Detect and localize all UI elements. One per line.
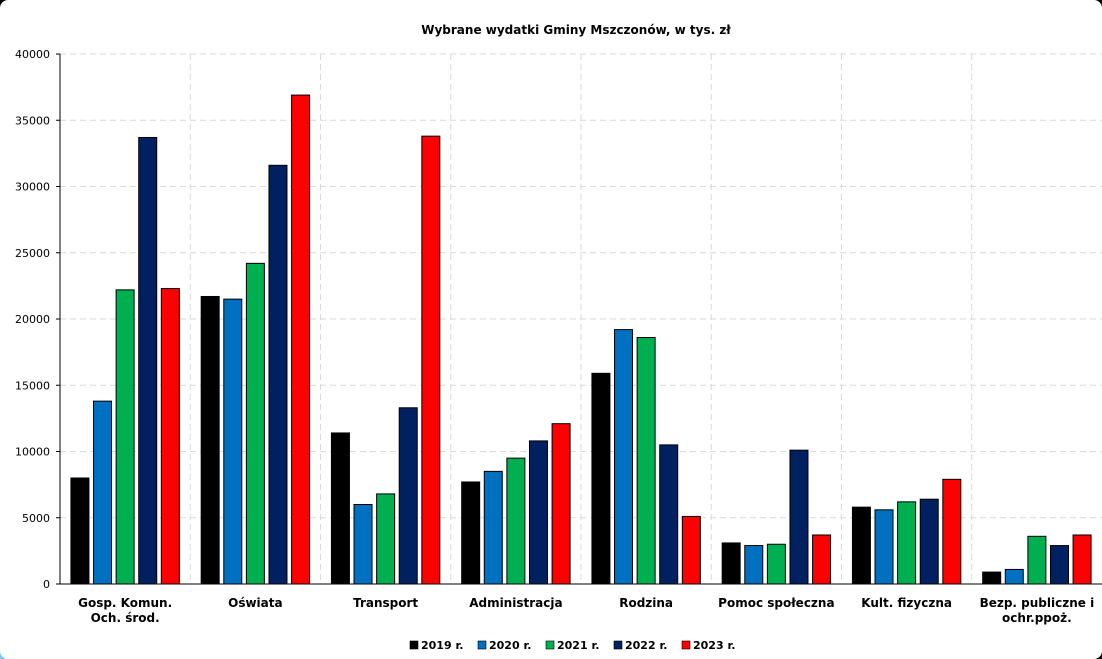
- bar: [591, 372, 611, 585]
- bar: [614, 329, 634, 585]
- bar: [789, 449, 809, 585]
- bar: [919, 498, 939, 585]
- bar: [636, 337, 656, 585]
- bar: [1049, 545, 1069, 585]
- x-tick-label: Oświata: [228, 596, 282, 610]
- bar: [398, 407, 418, 585]
- legend[interactable]: 2019 r. 2020 r. 2021 r. 2022 r. 2023 r.: [409, 639, 735, 652]
- x-axis-labels: Gosp. Komun.Och. środ. Oświata Transport Ad…: [78, 596, 1094, 625]
- y-tick-label: 15000: [15, 379, 50, 392]
- x-tick-label: Rodzina: [619, 596, 673, 610]
- bar: [812, 534, 832, 585]
- y-tick-label: 30000: [15, 181, 50, 194]
- bar: [483, 470, 503, 585]
- x-tick-label: Och. środ.: [91, 611, 160, 625]
- bar: [223, 298, 243, 585]
- x-tick-label: Pomoc społeczna: [718, 596, 834, 610]
- bar: [160, 288, 180, 585]
- bar: [942, 478, 962, 585]
- bar: [897, 501, 917, 585]
- legend-label: 2023 r.: [693, 639, 735, 652]
- bar: [982, 571, 1002, 585]
- legend-label: 2019 r.: [421, 639, 463, 652]
- bar: [376, 493, 396, 585]
- bar: [874, 509, 894, 585]
- bar: [1072, 534, 1092, 585]
- bar: [291, 94, 311, 585]
- x-tick-label: Gosp. Komun.: [78, 596, 172, 610]
- bar: [1004, 568, 1024, 585]
- legend-swatch: [477, 640, 487, 650]
- bar: [659, 444, 679, 585]
- axes: [59, 54, 1102, 585]
- bar: [330, 432, 350, 585]
- y-tick-label: 0: [43, 578, 50, 591]
- legend-label: 2021 r.: [557, 639, 599, 652]
- chart-title: Wybrane wydatki Gminy Mszczonów, w tys. …: [421, 23, 731, 37]
- bar: [421, 135, 441, 585]
- x-tick-label: Transport: [353, 596, 418, 610]
- legend-swatch: [545, 640, 555, 650]
- bar: [461, 481, 481, 585]
- legend-label: 2020 r.: [489, 639, 531, 652]
- bar: [245, 262, 265, 585]
- x-tick-label: Bezp. publiczne i: [980, 596, 1095, 610]
- bar: [766, 543, 786, 585]
- bar: [268, 164, 288, 585]
- legend-swatch: [613, 640, 623, 650]
- bar: [70, 477, 90, 585]
- legend-label: 2022 r.: [625, 639, 667, 652]
- legend-swatch: [409, 640, 419, 650]
- bar: [353, 504, 373, 585]
- x-tick-label: Administracja: [469, 596, 562, 610]
- x-tick-label: Kult. fizyczna: [861, 596, 952, 610]
- bar: [681, 515, 701, 585]
- y-tick-label: 40000: [15, 48, 50, 61]
- legend-swatch: [681, 640, 691, 650]
- bar: [1027, 535, 1047, 585]
- bar: [115, 289, 135, 585]
- bar: [721, 542, 741, 585]
- y-axis-ticks: 0 5000 10000 15000 20000 25000 30000 35000 40000: [15, 48, 60, 591]
- y-tick-label: 35000: [15, 114, 50, 127]
- y-tick-label: 25000: [15, 247, 50, 260]
- y-tick-label: 10000: [15, 446, 50, 459]
- bar: [551, 423, 571, 585]
- bar: [528, 440, 548, 585]
- x-tick-label: ochr.ppoż.: [1002, 611, 1072, 625]
- bar: [506, 457, 526, 585]
- bar: [851, 506, 871, 585]
- y-tick-label: 20000: [15, 313, 50, 326]
- bar: [744, 545, 764, 585]
- y-tick-label: 5000: [22, 512, 50, 525]
- bar: [138, 136, 158, 585]
- bar: [93, 400, 113, 585]
- bar: [200, 295, 220, 585]
